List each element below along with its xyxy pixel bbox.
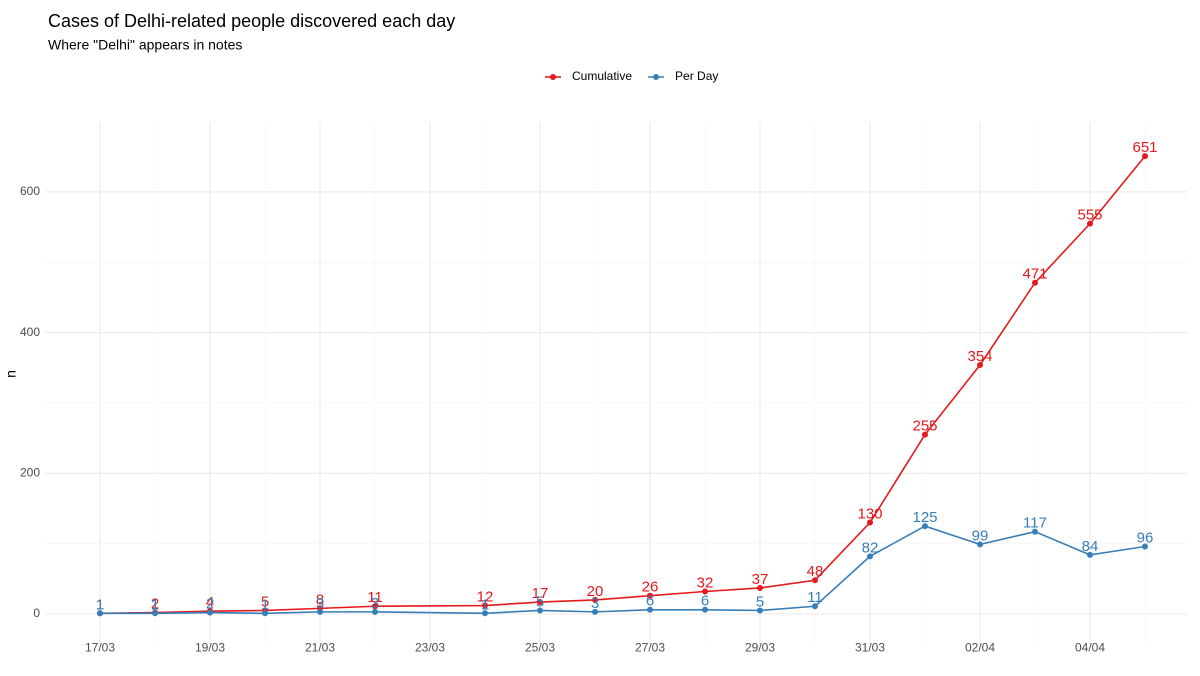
series-line: [99, 155, 1146, 615]
value-label: 12: [477, 589, 494, 606]
point: [97, 610, 103, 617]
value-label: 2: [151, 596, 159, 613]
value-label: 32: [697, 574, 714, 591]
value-label: 26: [642, 579, 659, 596]
point: [977, 362, 983, 369]
chart-title: Cases of Delhi-related people discovered…: [48, 11, 455, 31]
value-label: 17: [532, 585, 549, 602]
value-label: 84: [1082, 538, 1099, 555]
value-label: 48: [807, 563, 824, 580]
value-label: 255: [912, 418, 937, 435]
x-tick-label: 25/03: [525, 641, 555, 655]
value-label: 20: [587, 583, 604, 600]
value-label: 2: [206, 596, 214, 613]
value-label: 471: [1022, 266, 1047, 283]
x-tick-label: 23/03: [415, 641, 445, 655]
legend-label: Per Day: [675, 69, 718, 83]
point: [702, 588, 708, 595]
point: [867, 553, 873, 560]
value-label: 1: [481, 596, 489, 613]
point: [1087, 220, 1093, 227]
value-label: 5: [261, 593, 269, 610]
x-tick-label: 29/03: [745, 641, 775, 655]
value-label: 99: [972, 527, 989, 544]
point: [262, 610, 268, 617]
x-tick-label: 17/03: [85, 641, 115, 655]
y-tick-label: 600: [20, 184, 40, 198]
value-label: 3: [591, 595, 599, 612]
x-tick-label: 02/04: [965, 641, 995, 655]
value-label: 96: [1137, 529, 1154, 546]
point: [317, 608, 323, 615]
point: [592, 608, 598, 615]
point: [1142, 153, 1148, 160]
point: [482, 602, 488, 609]
value-label: 555: [1077, 207, 1102, 224]
value-label: 1: [151, 596, 159, 613]
value-label: 125: [912, 509, 937, 526]
point: [1032, 528, 1038, 535]
value-label: 117: [1023, 515, 1047, 532]
value-label: 1: [261, 596, 269, 613]
value-label: 5: [536, 593, 544, 610]
x-tick-label: 21/03: [305, 641, 335, 655]
value-label: 8: [316, 591, 324, 608]
value-label: 6: [701, 593, 709, 610]
legend-point: [653, 74, 660, 80]
value-label: 354: [967, 348, 992, 365]
x-tick-label: 19/03: [195, 641, 225, 655]
value-label: 3: [316, 595, 324, 612]
y-tick-label: 400: [20, 325, 40, 339]
point: [1087, 551, 1093, 558]
point: [482, 610, 488, 617]
value-label: 1: [96, 596, 104, 613]
point: [537, 599, 543, 606]
point: [977, 541, 983, 548]
point: [372, 603, 378, 610]
legend-point: [550, 74, 556, 80]
point: [812, 577, 818, 584]
point: [537, 607, 543, 614]
value-label: 1: [96, 596, 104, 613]
value-label: 130: [857, 506, 882, 523]
x-tick-label: 31/03: [855, 641, 885, 655]
value-label: 5: [756, 593, 764, 610]
point: [757, 584, 763, 591]
y-axis-label: n: [3, 370, 19, 378]
point: [812, 603, 818, 610]
point: [757, 607, 763, 614]
x-tick-label: 04/04: [1075, 641, 1105, 655]
point: [922, 523, 928, 530]
value-label: 11: [367, 589, 383, 606]
value-label: 3: [371, 595, 379, 612]
point: [207, 609, 213, 616]
point: [702, 606, 708, 613]
x-tick-label: 27/03: [635, 641, 665, 655]
point: [592, 596, 598, 603]
point: [922, 431, 928, 438]
chart-subtitle: Where "Delhi" appears in notes: [48, 37, 242, 53]
value-label: 11: [807, 589, 823, 606]
point: [647, 592, 653, 599]
value-label: 82: [862, 539, 879, 556]
point: [1032, 279, 1038, 286]
legend-label: Cumulative: [572, 69, 632, 83]
value-label: 37: [752, 571, 769, 588]
value-label: 651: [1132, 139, 1157, 156]
point: [1142, 543, 1148, 550]
value-label: 6: [646, 593, 654, 610]
point: [152, 610, 158, 617]
y-tick-label: 0: [33, 606, 40, 620]
value-label: 4: [206, 594, 214, 611]
point: [867, 519, 873, 526]
point: [372, 608, 378, 615]
y-tick-label: 200: [20, 465, 40, 479]
point: [647, 606, 653, 613]
